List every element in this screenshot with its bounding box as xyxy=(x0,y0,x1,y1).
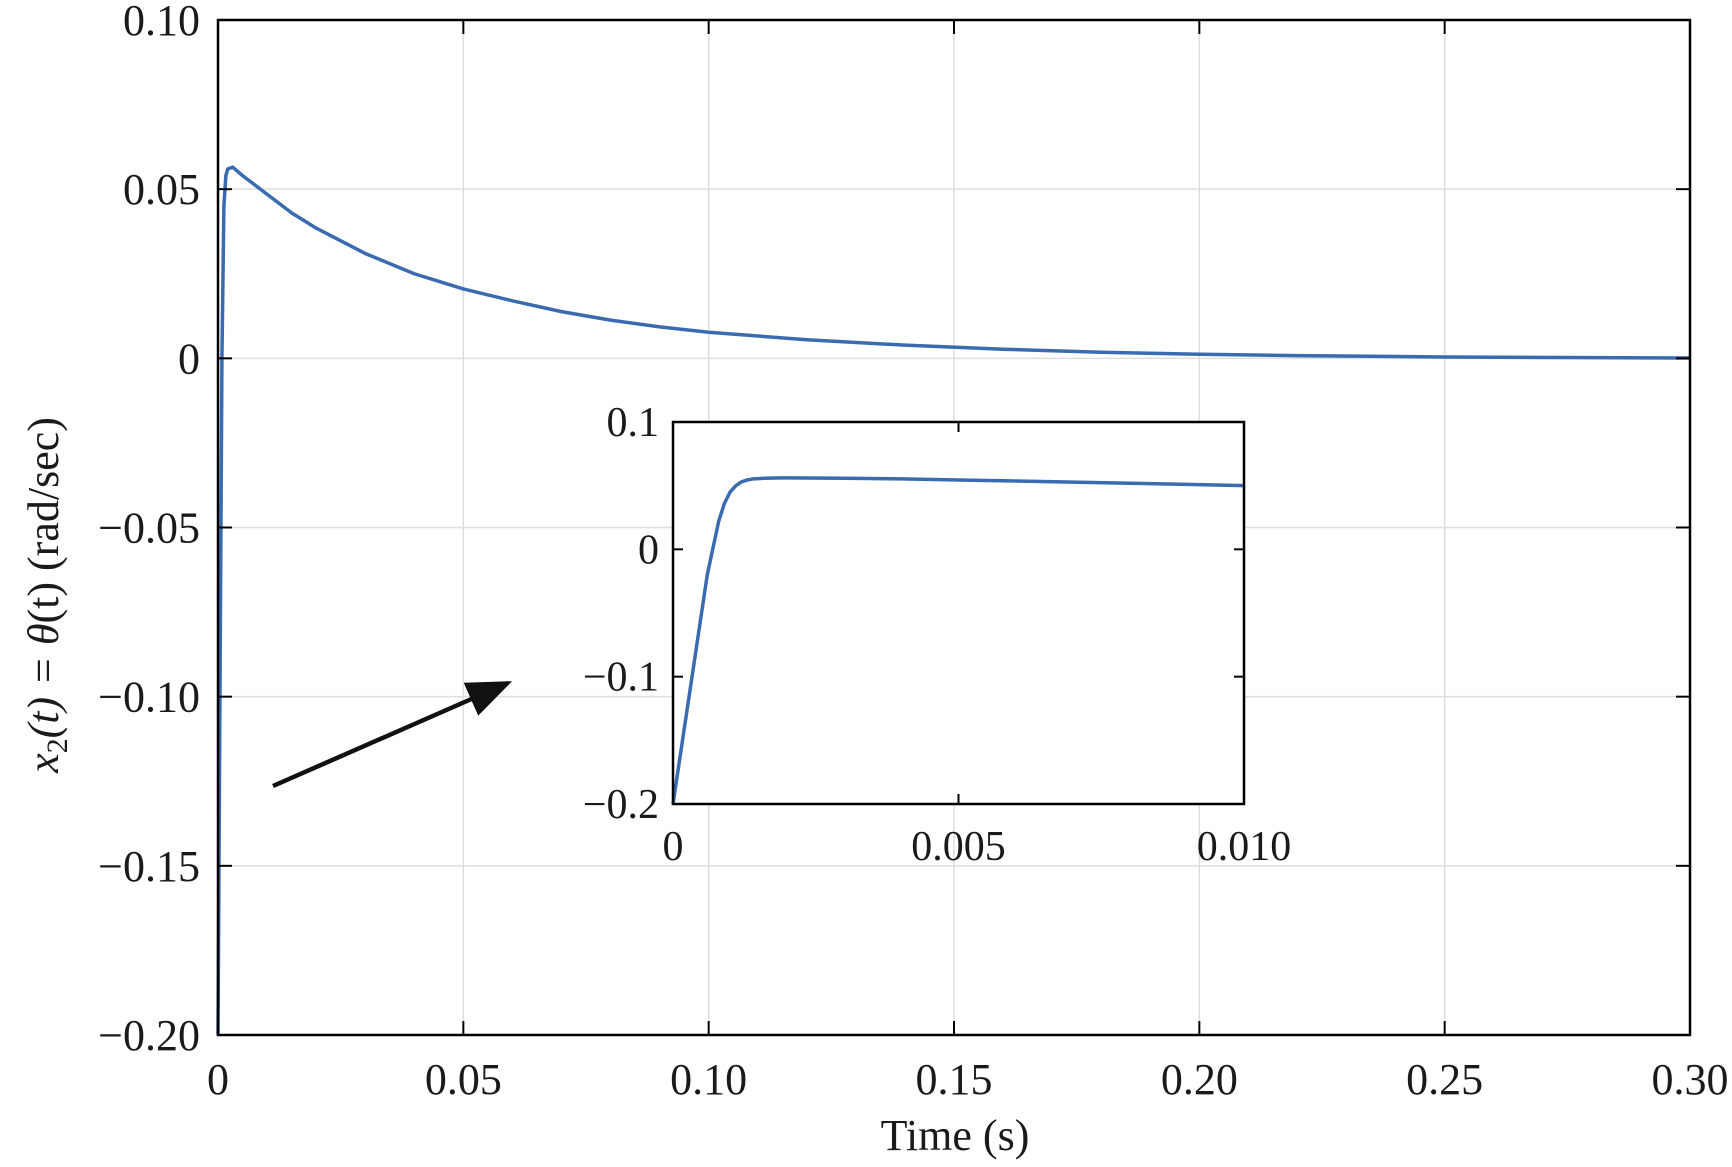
inset-series xyxy=(671,476,1245,805)
y-tick-label: 0.05 xyxy=(123,165,200,214)
y-label-subscript: 2 xyxy=(41,738,74,753)
series-line xyxy=(216,165,1691,1036)
x-tick-label: 0.20 xyxy=(1161,1055,1238,1104)
x-tick-label: 0 xyxy=(207,1055,229,1104)
y-tick-label: 0 xyxy=(638,527,659,573)
y-tick-label: −0.05 xyxy=(98,504,200,553)
x-tick-label: 0.15 xyxy=(916,1055,993,1104)
x-tick-label: 0.05 xyxy=(425,1055,502,1104)
inset-y-tick-labels: −0.2 −0.1 0 0.1 xyxy=(583,400,659,828)
main-ticks xyxy=(217,19,1691,1036)
x-axis-label: Time (s) xyxy=(881,1111,1030,1160)
x-tick-label: 0.010 xyxy=(1197,824,1292,870)
x-tick-label: 0.25 xyxy=(1406,1055,1483,1104)
x-tick-label: 0.30 xyxy=(1652,1055,1729,1104)
x-tick-label: 0.005 xyxy=(911,824,1006,870)
y-tick-label: −0.20 xyxy=(98,1011,200,1060)
y-label-variable: x xyxy=(19,753,68,774)
y-tick-label: −0.10 xyxy=(98,673,200,722)
main-y-tick-labels: −0.20 −0.15 −0.10 −0.05 0 0.05 0.10 xyxy=(98,0,200,1060)
y-tick-label: 0 xyxy=(178,334,200,383)
y-tick-label: −0.1 xyxy=(583,655,659,701)
y-tick-label: −0.2 xyxy=(583,782,659,828)
x-tick-label: 0.10 xyxy=(670,1055,747,1104)
y-tick-label: −0.15 xyxy=(98,842,200,891)
main-series xyxy=(216,165,1691,1036)
main-x-tick-labels: 0 0.05 0.10 0.15 0.20 0.25 0.30 xyxy=(207,1055,1729,1104)
x-tick-label: 0 xyxy=(663,824,684,870)
y-tick-label: 0.1 xyxy=(607,400,660,446)
y-label-argument: (t) = xyxy=(19,645,68,738)
y-axis-label: x2(t) = θ(t) (rad/sec) xyxy=(19,417,74,774)
inset-ticks xyxy=(672,421,1245,805)
series-line xyxy=(671,476,1245,805)
inset-pointer-arrow xyxy=(272,680,513,789)
y-label-unit: (t) (rad/sec) xyxy=(19,417,68,623)
inset-background xyxy=(673,422,1244,804)
y-label-theta: θ xyxy=(19,624,68,646)
inset-x-tick-labels: 0 0.005 0.010 xyxy=(663,824,1292,870)
y-tick-label: 0.10 xyxy=(123,0,200,45)
